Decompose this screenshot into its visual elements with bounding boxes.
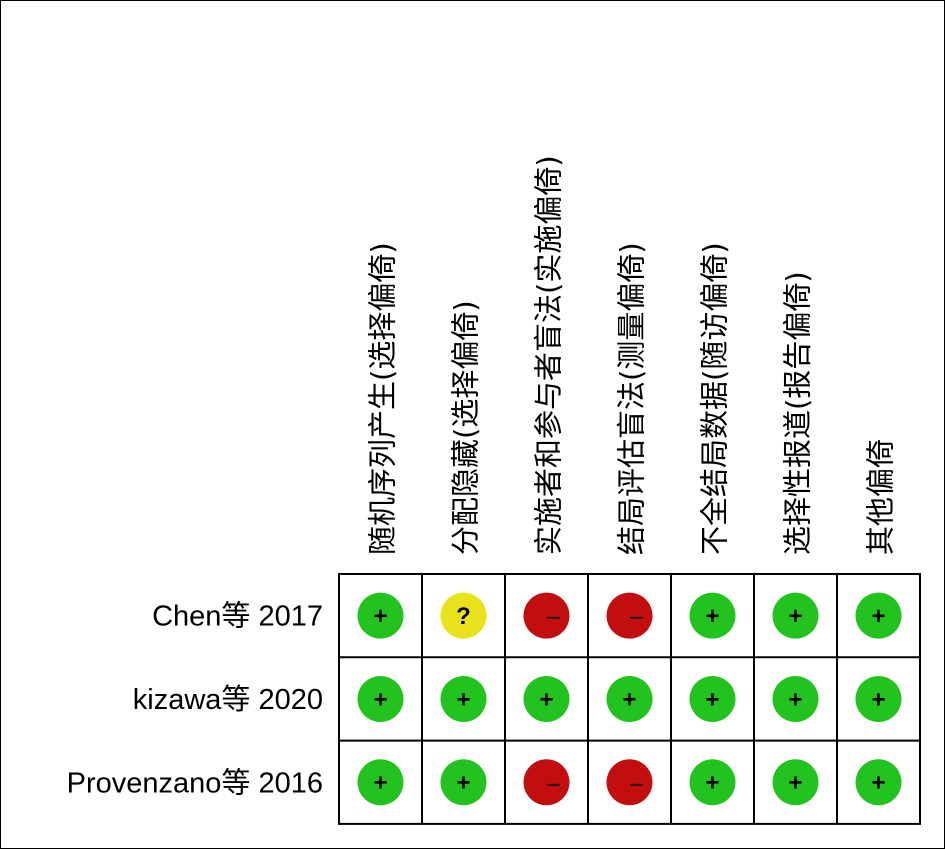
column-label: 不全结局数据(随访偏倚): [698, 242, 732, 555]
rating-high-mark: −: [523, 759, 570, 806]
rating-symbol: +: [373, 686, 387, 713]
grid: [338, 573, 921, 825]
rating-low-mark: +: [772, 759, 819, 806]
rating-low-mark: +: [357, 675, 404, 722]
rating-symbol: +: [871, 686, 885, 713]
rating-low-mark: +: [689, 759, 736, 806]
rating-symbol: +: [456, 686, 470, 713]
rating-low-mark: +: [523, 675, 570, 722]
rating-symbol: −: [545, 772, 562, 796]
rating-circle: [772, 592, 819, 639]
rating-low-mark: +: [772, 592, 819, 639]
rating-circle: [606, 759, 653, 806]
rating-low-mark: +: [606, 675, 653, 722]
rating-low-mark: +: [440, 675, 487, 722]
rating-low-mark: +: [855, 592, 902, 639]
rating-symbol: +: [622, 686, 636, 713]
rating-low-mark: +: [357, 759, 404, 806]
rating-symbol: +: [871, 770, 885, 797]
rating-symbol: +: [705, 686, 719, 713]
rating-circle: [855, 675, 902, 722]
rating-low-mark: +: [772, 675, 819, 722]
rating-symbol: +: [788, 686, 802, 713]
rating-circle: [357, 592, 404, 639]
rating-symbol: ?: [456, 603, 471, 630]
grid-border: [338, 573, 921, 825]
rating-symbol: +: [788, 603, 802, 630]
rating-circle: [440, 592, 487, 639]
column-labels: 随机序列产生(选择偏倚) 分配隐藏(选择偏倚) 实施者和参与者盲法(实施偏倚) 结局评…: [366, 155, 898, 555]
rating-low-mark: +: [689, 592, 736, 639]
rating-high-mark: −: [606, 592, 653, 639]
rating-symbol: +: [705, 603, 719, 630]
rating-circle: [523, 759, 570, 806]
rating-circle: [855, 759, 902, 806]
rating-symbol: +: [373, 603, 387, 630]
rating-circle: [606, 592, 653, 639]
rating-circle: [440, 759, 487, 806]
rating-low-mark: +: [357, 592, 404, 639]
rating-symbol: +: [871, 603, 885, 630]
rating-symbol: +: [705, 770, 719, 797]
rating-circle: [772, 759, 819, 806]
rating-symbol: +: [539, 686, 553, 713]
rating-circle: [772, 675, 819, 722]
rating-symbol: +: [456, 770, 470, 797]
study-label: kizawa等 2020: [133, 683, 323, 716]
rating-low-mark: +: [440, 759, 487, 806]
study-label: Chen等 2017: [152, 600, 323, 633]
rating-symbol: +: [373, 770, 387, 797]
rating-low-mark: +: [689, 675, 736, 722]
column-label: 其他偏倚: [864, 439, 898, 555]
rating-symbol: −: [628, 605, 645, 629]
rating-low-mark: +: [855, 759, 902, 806]
rating-circle: [357, 675, 404, 722]
rating-circle: [523, 675, 570, 722]
rating-circle: [689, 675, 736, 722]
rating-circle: [440, 675, 487, 722]
rating-low-mark: +: [855, 675, 902, 722]
rating-symbol: −: [545, 605, 562, 629]
column-label: 随机序列产生(选择偏倚): [366, 242, 400, 555]
rating-circle: [357, 759, 404, 806]
column-label: 结局评估盲法(测量偏倚): [615, 242, 649, 555]
rating-symbol: +: [788, 770, 802, 797]
row-labels: Chen等 2017 kizawa等 2020 Provenzano等 2016: [67, 600, 323, 800]
rating-circle: [855, 592, 902, 639]
column-label: 分配隐藏(选择偏倚): [449, 300, 483, 555]
rating-circle: [606, 675, 653, 722]
study-label: Provenzano等 2016: [67, 766, 323, 799]
rating-high-mark: −: [523, 592, 570, 639]
rating-unclear-mark: ?: [440, 592, 487, 639]
rating-high-mark: −: [606, 759, 653, 806]
rating-marks: +? − − + + + + + + + + + + + + − − + + +: [357, 592, 902, 806]
rating-circle: [689, 759, 736, 806]
rating-symbol: −: [628, 772, 645, 796]
rating-circle: [689, 592, 736, 639]
column-label: 选择性报道(报告偏倚): [781, 271, 815, 555]
rating-circle: [523, 592, 570, 639]
column-label: 实施者和参与者盲法(实施偏倚): [532, 155, 566, 555]
